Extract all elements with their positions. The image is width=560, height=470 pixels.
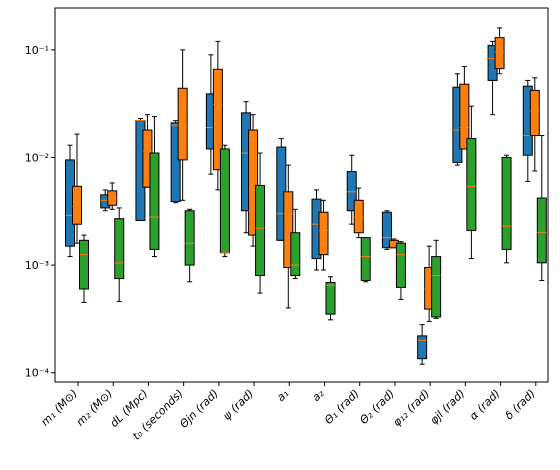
box	[431, 256, 442, 318]
box	[536, 197, 547, 264]
x-tick-label: ψ (rad)	[220, 387, 256, 423]
box	[248, 129, 259, 236]
x-tick-label: a₂	[310, 387, 327, 404]
box	[79, 239, 90, 290]
x-tick-label: Θjn (rad)	[177, 387, 221, 431]
x-tick-label: Θ₁ (rad)	[322, 387, 362, 427]
x-tick-label: φ₁₂ (rad)	[390, 387, 432, 429]
y-tick-label: 10⁻⁴	[25, 367, 50, 380]
box	[72, 185, 83, 225]
box	[501, 156, 512, 250]
x-tick-label: m₁ (M⊙)	[38, 387, 80, 429]
box	[360, 237, 371, 281]
box	[417, 335, 428, 360]
box	[177, 87, 188, 161]
box	[184, 210, 195, 266]
x-tick-label: φjl (rad)	[427, 387, 467, 427]
box	[290, 232, 301, 277]
box	[494, 37, 505, 70]
box	[212, 68, 223, 171]
box	[395, 242, 406, 288]
y-tick-label: 10⁻³	[25, 259, 49, 272]
y-tick-label: 10⁻²	[25, 151, 49, 164]
box	[283, 191, 294, 269]
box	[381, 211, 392, 249]
plot-frame	[54, 7, 549, 383]
box	[325, 281, 336, 315]
box	[346, 171, 357, 212]
x-tick-label: α (rad)	[467, 387, 503, 423]
y-tick-label: 10⁻¹	[25, 44, 49, 57]
box	[170, 122, 181, 203]
x-tick-label: δ (rad)	[503, 387, 538, 422]
box	[459, 83, 470, 150]
box	[219, 148, 230, 254]
box	[318, 211, 329, 256]
box	[114, 218, 125, 280]
box	[255, 184, 266, 277]
box	[149, 152, 160, 250]
box	[529, 89, 540, 137]
box	[466, 138, 477, 231]
x-tick-label: a₁	[274, 387, 291, 404]
